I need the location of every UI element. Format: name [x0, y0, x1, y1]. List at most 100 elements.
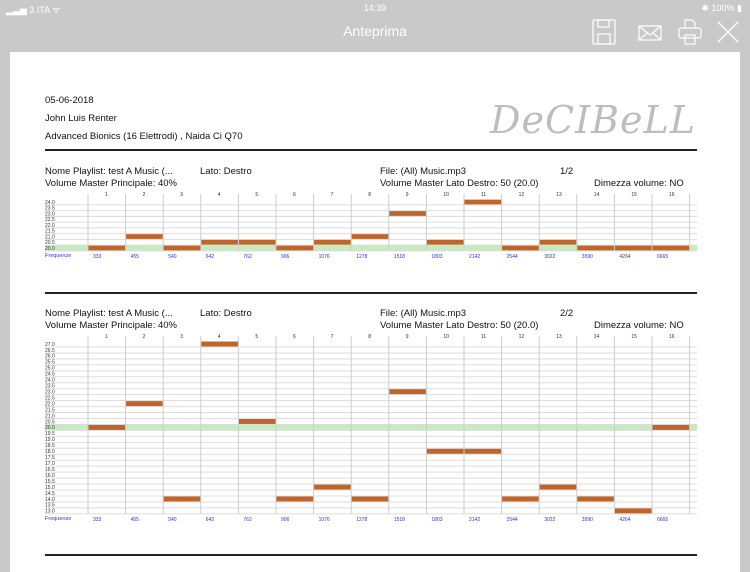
y-tick-label: 24.0: [45, 200, 55, 206]
y-tick-label: 22.0: [45, 223, 55, 229]
electrode-label: 14: [594, 192, 600, 198]
electrode-label: 12: [519, 192, 525, 198]
y-tick-label: 19.0: [45, 437, 55, 443]
y-tick-label: 20.0: [45, 246, 55, 252]
frequency-label: 762: [243, 517, 252, 523]
electrode-bar: [126, 234, 163, 239]
report-date: 05-06-2018: [45, 95, 94, 106]
y-tick-label: 22.5: [45, 217, 55, 223]
electrode-bar: [351, 496, 389, 502]
playlist-name: Nome Playlist: test A Music (...: [45, 166, 173, 177]
frequency-label: 642: [206, 517, 215, 523]
side: Lato: Destro: [200, 308, 252, 319]
y-tick-label: 21.5: [45, 229, 55, 235]
divider: [45, 149, 697, 151]
side: Lato: Destro: [200, 166, 252, 177]
electrode-label: 6: [293, 192, 296, 198]
frequency-label: 3590: [582, 254, 593, 260]
frequency-label: 455: [131, 254, 140, 260]
electrode-label: 5: [255, 334, 258, 340]
electrode-bar: [163, 245, 201, 251]
y-tick-label: 17.5: [45, 455, 55, 461]
frequency-label: 6665: [657, 254, 668, 260]
y-tick-label: 22.5: [45, 395, 55, 401]
electrode-label: 7: [331, 334, 334, 340]
y-tick-label: 20.0: [45, 425, 55, 431]
y-tick-label: 25.5: [45, 360, 55, 366]
y-tick-label: 26.5: [45, 348, 55, 354]
y-tick-label: 17.0: [45, 461, 55, 467]
halve-volume: Dimezza volume: NO: [594, 320, 684, 331]
frequency-label: 906: [281, 517, 290, 523]
playlist-name: Nome Playlist: test A Music (...: [45, 308, 173, 319]
electrode-bar: [201, 239, 238, 245]
y-tick-label: 21.0: [45, 234, 55, 240]
file: File: (All) Music.mp3: [380, 308, 467, 319]
electrode-bar: [314, 484, 351, 490]
save-icon[interactable]: [590, 18, 620, 46]
close-icon[interactable]: [714, 18, 744, 46]
electrode-label: 16: [669, 192, 675, 198]
y-tick-label: 23.0: [45, 211, 55, 217]
frequency-label: 3590: [582, 517, 593, 523]
frequency-label: 1278: [356, 254, 367, 260]
y-tick-label: 23.0: [45, 389, 55, 395]
electrode-bar: [577, 245, 614, 251]
patient-name: John Luis Renter: [45, 113, 117, 124]
electrode-bar: [389, 211, 426, 216]
electrode-label: 2: [143, 334, 146, 340]
electrode-label: 6: [293, 334, 296, 340]
electrode-bar: [238, 419, 276, 424]
electrode-label: 12: [519, 334, 525, 340]
y-tick-label: 20.5: [45, 240, 55, 246]
y-tick-label: 24.5: [45, 372, 55, 378]
electrode-label: 4: [218, 192, 221, 198]
electrode-bar: [163, 496, 201, 502]
master-volume: Volume Master Principale: 40%: [45, 320, 178, 331]
frequency-label: 762: [243, 254, 252, 260]
y-tick-label: 21.5: [45, 407, 55, 413]
y-tick-label: 21.0: [45, 413, 55, 419]
y-tick-label: 13.0: [45, 509, 55, 515]
frequency-label: 333: [93, 254, 102, 260]
electrode-bar: [614, 245, 652, 251]
preview-page: [10, 52, 740, 572]
electrode-label: 2: [143, 192, 146, 198]
electrode-label: 15: [631, 334, 637, 340]
y-tick-label: 16.5: [45, 467, 55, 473]
print-icon[interactable]: [676, 18, 706, 46]
battery: ✱ 100% ▮: [701, 3, 742, 13]
carrier-label: ▂▃▅ 3 ITA ᯤ: [6, 5, 61, 15]
y-tick-label: 15.5: [45, 479, 55, 485]
y-tick-label: 18.5: [45, 443, 55, 449]
frequency-label: 6665: [657, 517, 668, 523]
frequency-label: 540: [168, 254, 177, 260]
electrode-bar: [502, 245, 539, 251]
y-tick-label: 24.0: [45, 378, 55, 384]
mail-icon[interactable]: [636, 18, 666, 46]
electrode-bar: [464, 199, 502, 205]
electrode-bar: [126, 401, 163, 407]
frequency-label: 2544: [507, 517, 518, 523]
baseline-band: [45, 245, 697, 251]
electrode-label: 11: [481, 334, 486, 340]
divider: [45, 292, 697, 294]
frequency-label: 3022: [544, 517, 555, 523]
frequency-axis-label: Frequenze: [45, 516, 71, 522]
frequency-label: 2544: [507, 254, 518, 260]
electrode-label: 13: [556, 334, 562, 340]
y-tick-label: 19.5: [45, 431, 55, 437]
side-master-volume: Volume Master Lato Destro: 50 (20.0): [380, 320, 539, 331]
frequency-label: 906: [281, 254, 290, 260]
electrode-label: 3: [180, 192, 183, 198]
electrode-label: 1: [105, 192, 108, 198]
y-tick-label: 16.0: [45, 473, 55, 479]
y-tick-label: 15.0: [45, 485, 55, 491]
side-master-volume: Volume Master Lato Destro: 50 (20.0): [380, 178, 539, 189]
electrode-label: 8: [368, 334, 371, 340]
electrode-label: 1: [105, 334, 108, 340]
frequency-label: 1518: [394, 517, 405, 523]
electrode-bar: [351, 234, 389, 239]
y-tick-label: 26.0: [45, 354, 55, 360]
